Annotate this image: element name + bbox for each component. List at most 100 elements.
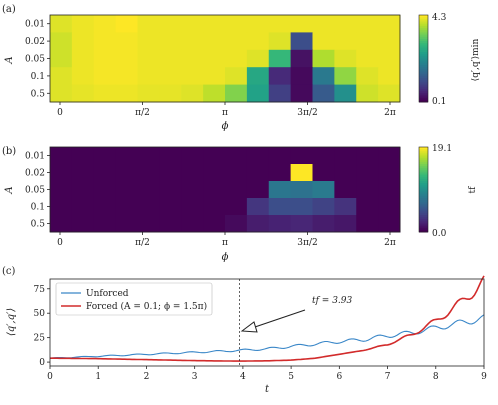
legend-box — [55, 282, 213, 316]
heatmap-cell — [71, 67, 95, 86]
heatmap-cell — [137, 84, 160, 103]
colorbar-b-label: tf — [468, 186, 478, 194]
colorbar-segment — [419, 45, 428, 49]
colorbar-segment — [419, 97, 428, 101]
heatmap-cell — [312, 49, 335, 68]
x-tick-label: π — [222, 108, 228, 118]
heatmap-a-xticks: 0 π/2 π 3π/2 2π — [57, 102, 396, 118]
heatmap-cell — [356, 32, 379, 51]
colorbar-segment — [419, 91, 428, 94]
y-tick-label: 0 — [39, 358, 45, 368]
heatmap-cell — [71, 164, 95, 182]
x-tick-label: 1 — [95, 372, 101, 382]
heatmap-cell — [312, 32, 335, 51]
heatmap-cell — [312, 84, 335, 103]
colorbar-segment — [419, 88, 428, 92]
heatmap-cell — [290, 15, 313, 33]
heatmap-cell — [71, 84, 95, 103]
colorbar-segment — [419, 23, 428, 27]
x-tick-label: 3π/2 — [297, 238, 317, 248]
colorbar-segment — [419, 159, 428, 163]
colorbar-segment — [419, 204, 428, 207]
heatmap-cell — [290, 84, 313, 103]
colorbar-a — [418, 14, 429, 103]
colorbar-segment — [419, 62, 428, 66]
heatmap-cell — [93, 198, 117, 216]
heatmap-cell — [50, 198, 73, 216]
colorbar-segment — [419, 151, 428, 154]
heatmap-cell — [268, 67, 292, 86]
heatmap-cell — [378, 32, 401, 51]
x-tick-label: 2 — [144, 372, 150, 382]
colorbar-segment — [419, 189, 428, 193]
heatmap-cell — [290, 67, 313, 86]
x-tick-label: π/2 — [135, 238, 150, 248]
heatmap-cell — [137, 147, 160, 165]
x-tick-label: 6 — [336, 372, 342, 382]
heatmap-cell — [268, 49, 292, 68]
heatmap-cell — [203, 49, 226, 68]
colorbar-segment — [419, 168, 428, 171]
y-tick-label: 0.01 — [25, 152, 45, 162]
heatmap-cell — [137, 67, 160, 86]
colorbar-segment — [419, 54, 428, 57]
colorbar-segment — [419, 166, 428, 169]
heatmap-cell — [71, 181, 95, 199]
heatmap-cell — [246, 84, 270, 103]
heatmap-cell — [334, 164, 357, 182]
colorbar-b — [418, 146, 429, 233]
colorbar-segment — [419, 219, 428, 222]
x-tick-label: 9 — [481, 372, 487, 382]
annotation-text: tf = 3.93 — [312, 296, 353, 306]
colorbar-segment — [419, 58, 428, 62]
heatmap-cell — [181, 67, 204, 86]
heatmap-cell — [378, 67, 401, 86]
heatmap-cell — [225, 147, 248, 165]
colorbar-segment — [419, 191, 428, 195]
heatmap-a-ylabel: A — [4, 56, 15, 64]
heatmap-cell — [137, 215, 160, 233]
heatmap-cell — [115, 15, 138, 33]
heatmap-cell — [93, 164, 117, 182]
heatmap-cell — [181, 49, 204, 68]
colorbar-segment — [419, 75, 428, 79]
colorbar-segment — [419, 15, 428, 18]
heatmap-cell — [378, 198, 401, 216]
panel-b: (b) 0 π/2 π 3π/2 2π 0.01 0.02 0.05 0.1 0.5 ϕ A 1… — [2, 144, 478, 263]
heatmap-cell — [356, 67, 379, 86]
colorbar-segment — [419, 99, 428, 103]
colorbar-a-min: 0.1 — [432, 97, 446, 107]
heatmap-cell — [246, 215, 270, 233]
y-tick-label: 75 — [34, 285, 46, 295]
heatmap-cell — [334, 181, 357, 199]
x-tick-label: 0 — [47, 372, 53, 382]
heatmap-cell — [290, 198, 313, 216]
heatmap-cell — [50, 215, 73, 233]
heatmap-cell — [137, 15, 160, 33]
heatmap-cell — [268, 15, 292, 33]
x-tick-label: 8 — [433, 372, 439, 382]
colorbar-segment — [419, 176, 428, 180]
heatmap-cell — [50, 15, 73, 33]
annotation-arrow-shaft — [251, 309, 306, 329]
heatmap-cell — [246, 15, 270, 33]
line-chart-xlabel: t — [265, 384, 270, 395]
heatmap-cell — [181, 198, 204, 216]
colorbar-segment — [419, 181, 428, 184]
heatmap-cell — [246, 67, 270, 86]
series-line-forced — [50, 275, 485, 362]
heatmap-cell — [115, 32, 138, 51]
colorbar-segment — [419, 19, 428, 23]
heatmap-cell — [93, 147, 117, 165]
heatmap-cell — [159, 181, 182, 199]
heatmap-cell — [93, 49, 117, 68]
colorbar-segment — [419, 200, 428, 203]
heatmap-cell — [93, 15, 117, 33]
heatmap-cell — [356, 15, 379, 33]
x-tick-label: 5 — [288, 372, 294, 382]
heatmap-cell — [137, 164, 160, 182]
heatmap-cell — [268, 215, 292, 233]
x-tick-label: 4 — [240, 372, 246, 382]
heatmap-cell — [246, 49, 270, 68]
